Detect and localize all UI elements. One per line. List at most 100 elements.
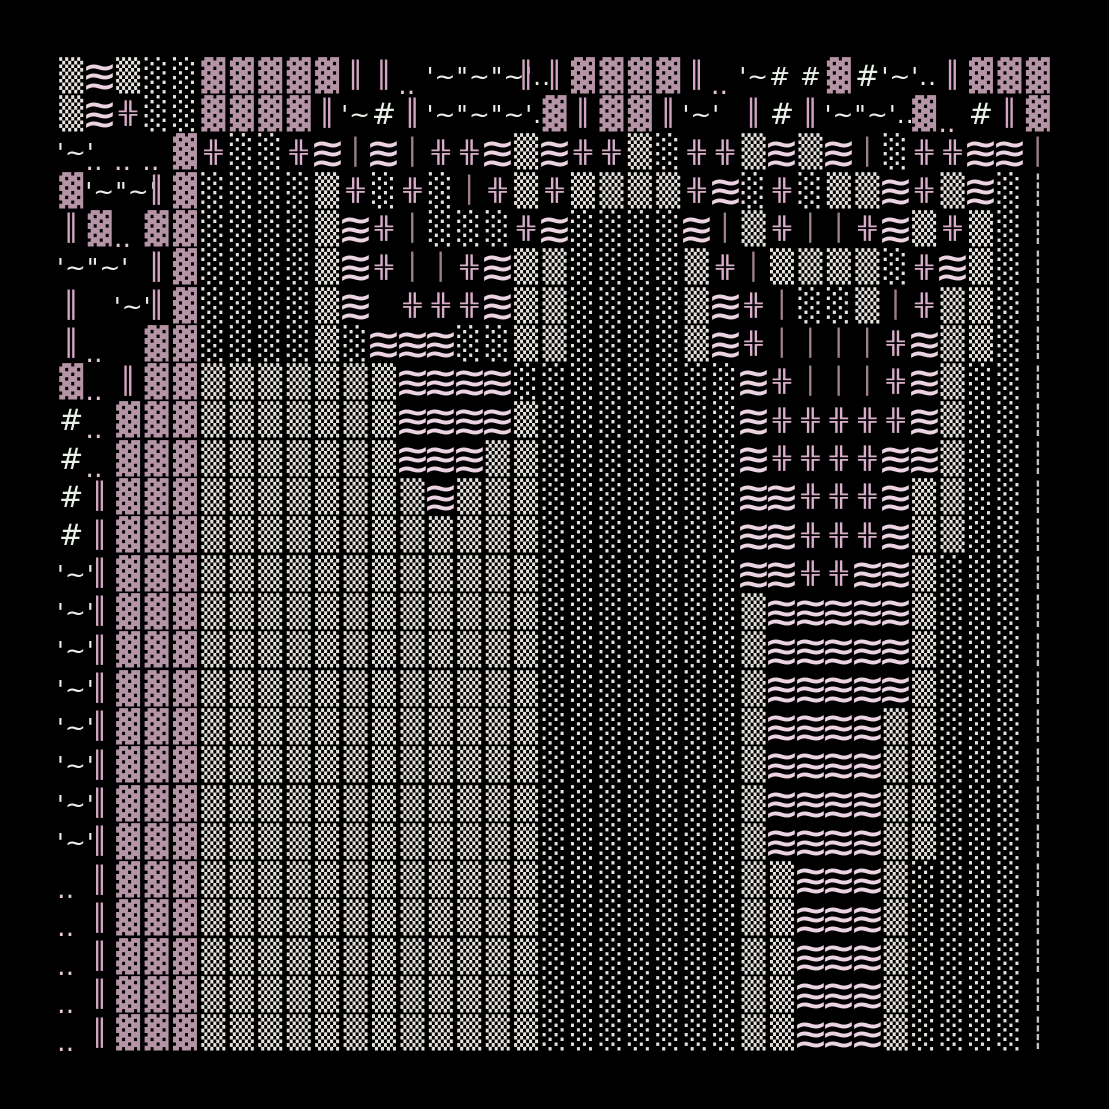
- double-cross-glyph: ╬: [744, 293, 763, 319]
- text-token: '~': [57, 674, 95, 704]
- double-cross-glyph: ╬: [346, 178, 365, 204]
- medium-dot-block-glyph: ▒: [514, 823, 538, 860]
- light-dot-block-glyph: ░: [542, 785, 567, 822]
- light-dot-block-glyph: ░: [684, 632, 709, 669]
- light-dot-block-glyph: ░: [627, 517, 652, 554]
- triple-wave-glyph: ~ ~ ~: [678, 199, 715, 259]
- light-dot-block-glyph: ░: [599, 210, 624, 247]
- medium-dot-block-glyph: ▒: [372, 632, 396, 669]
- light-dot-block-glyph: ░: [542, 402, 567, 439]
- triple-wave-glyph: ~ ~ ~: [366, 123, 402, 182]
- medium-dot-block-glyph: ▒: [457, 517, 482, 554]
- medium-dot-block-glyph: ▒: [258, 977, 283, 1014]
- hash-glyph: #: [59, 403, 84, 438]
- dense-woven-block-glyph: ▓: [627, 95, 652, 132]
- medium-dot-block-glyph: ▒: [514, 440, 538, 477]
- text-token: '~"~"~'..: [426, 99, 552, 129]
- triple-wave-glyph: ~ ~ ~: [451, 391, 488, 450]
- double-cross-glyph: ╬: [431, 293, 450, 319]
- light-dot-block-glyph: ░: [684, 938, 709, 975]
- medium-dot-block-glyph: ▒: [400, 823, 425, 860]
- light-dot-block-glyph: ░: [229, 325, 254, 362]
- medium-dot-block-glyph: ▒: [343, 900, 368, 937]
- medium-dot-block-glyph: ▒: [457, 938, 482, 975]
- medium-dot-block-glyph: ▒: [485, 747, 510, 784]
- medium-dot-block-glyph: ▒: [514, 479, 538, 516]
- dense-woven-block-glyph: ▓: [173, 747, 197, 784]
- medium-dot-block-glyph: ▒: [770, 862, 794, 899]
- medium-dot-block-glyph: ▒: [286, 938, 311, 975]
- medium-dot-block-glyph: ▒: [229, 1015, 254, 1052]
- medium-dot-block-glyph: ▒: [343, 555, 368, 592]
- light-dot-block-glyph: ░: [684, 364, 709, 401]
- light-dot-block-glyph: ░: [997, 249, 1022, 286]
- light-dot-block-glyph: ░: [571, 785, 595, 822]
- medium-dot-block-glyph: ▒: [457, 862, 482, 899]
- medium-dot-block-glyph: ▒: [684, 287, 709, 324]
- medium-dot-block-glyph: ▒: [258, 785, 283, 822]
- triple-wave-glyph: ~ ~ ~: [536, 123, 573, 182]
- dotted-bar-glyph: ┊: [1028, 556, 1047, 592]
- light-dot-block-glyph: ░: [571, 977, 595, 1014]
- text-token: '~': [57, 712, 95, 742]
- medium-dot-block-glyph: ▒: [286, 1015, 311, 1052]
- light-dot-block-glyph: ░: [997, 287, 1022, 324]
- medium-dot-block-glyph: ▒: [514, 708, 538, 745]
- medium-dot-block-glyph: ▒: [201, 517, 226, 554]
- double-cross-glyph: ╬: [943, 139, 962, 165]
- light-dot-block-glyph: ░: [144, 95, 169, 132]
- light-dot-block-glyph: ░: [969, 593, 993, 630]
- double-bar-glyph: ║: [90, 788, 109, 819]
- medium-dot-block-glyph: ▒: [229, 938, 254, 975]
- medium-dot-block-glyph: ▒: [514, 287, 538, 324]
- triple-wave-glyph: ~ ~ ~: [707, 314, 743, 374]
- single-bar-glyph: │: [829, 328, 848, 359]
- dense-woven-block-glyph: ▓: [144, 402, 169, 439]
- medium-dot-block-glyph: ▒: [372, 555, 396, 592]
- light-dot-block-glyph: ░: [684, 593, 709, 630]
- single-bar-glyph: │: [431, 252, 450, 283]
- medium-dot-block-glyph: ▒: [229, 862, 254, 899]
- medium-dot-block-glyph: ▒: [940, 479, 965, 516]
- double-cross-glyph: ╬: [829, 407, 848, 434]
- medium-dot-block-glyph: ▒: [741, 977, 766, 1014]
- light-dot-block-glyph: ░: [997, 364, 1022, 401]
- light-dot-block-glyph: ░: [997, 402, 1022, 439]
- light-dot-block-glyph: ░: [997, 977, 1022, 1014]
- light-dot-block-glyph: ░: [684, 785, 709, 822]
- light-dot-block-glyph: ░: [656, 325, 681, 362]
- dotted-bar-glyph: ┊: [1028, 211, 1047, 247]
- dense-woven-block-glyph: ▓: [144, 900, 169, 937]
- double-cross-glyph: ╬: [801, 446, 820, 472]
- dense-woven-block-glyph: ▓: [173, 900, 197, 937]
- medium-dot-block-glyph: ▒: [912, 708, 937, 745]
- medium-dot-block-glyph: ▒: [741, 210, 766, 247]
- dense-woven-block-glyph: ▓: [144, 708, 169, 745]
- single-bar-glyph: │: [858, 328, 877, 359]
- double-cross-glyph: ╬: [801, 484, 820, 510]
- medium-dot-block-glyph: ▒: [343, 364, 368, 401]
- dotted-bar-glyph: ┊: [1028, 671, 1047, 707]
- hash-glyph: #: [371, 96, 397, 131]
- double-cross-glyph: ╬: [858, 484, 877, 510]
- light-dot-block-glyph: ░: [997, 325, 1022, 362]
- dotted-bar-glyph: ┊: [1028, 977, 1047, 1013]
- medium-dot-block-glyph: ▒: [343, 823, 368, 860]
- double-cross-glyph: ╬: [858, 446, 877, 472]
- medium-dot-block-glyph: ▒: [514, 402, 538, 439]
- light-dot-block-glyph: ░: [656, 862, 681, 899]
- light-dot-block-glyph: ░: [542, 632, 567, 669]
- medium-dot-block-glyph: ▒: [514, 747, 538, 784]
- light-dot-block-glyph: ░: [571, 938, 595, 975]
- light-dot-block-glyph: ░: [684, 708, 709, 745]
- triple-wave-glyph: ~ ~ ~: [991, 123, 1028, 182]
- light-dot-block-glyph: ░: [741, 172, 766, 209]
- light-dot-block-glyph: ░: [997, 440, 1022, 477]
- light-dot-block-glyph: ░: [656, 517, 681, 554]
- medium-dot-block-glyph: ▒: [741, 900, 766, 937]
- double-bar-glyph: ║: [943, 60, 962, 91]
- medium-dot-block-glyph: ▒: [201, 785, 226, 822]
- medium-dot-block-glyph: ▒: [372, 479, 396, 516]
- triple-wave-glyph: ~ ~ ~: [792, 966, 829, 1025]
- medium-dot-block-glyph: ▒: [741, 862, 766, 899]
